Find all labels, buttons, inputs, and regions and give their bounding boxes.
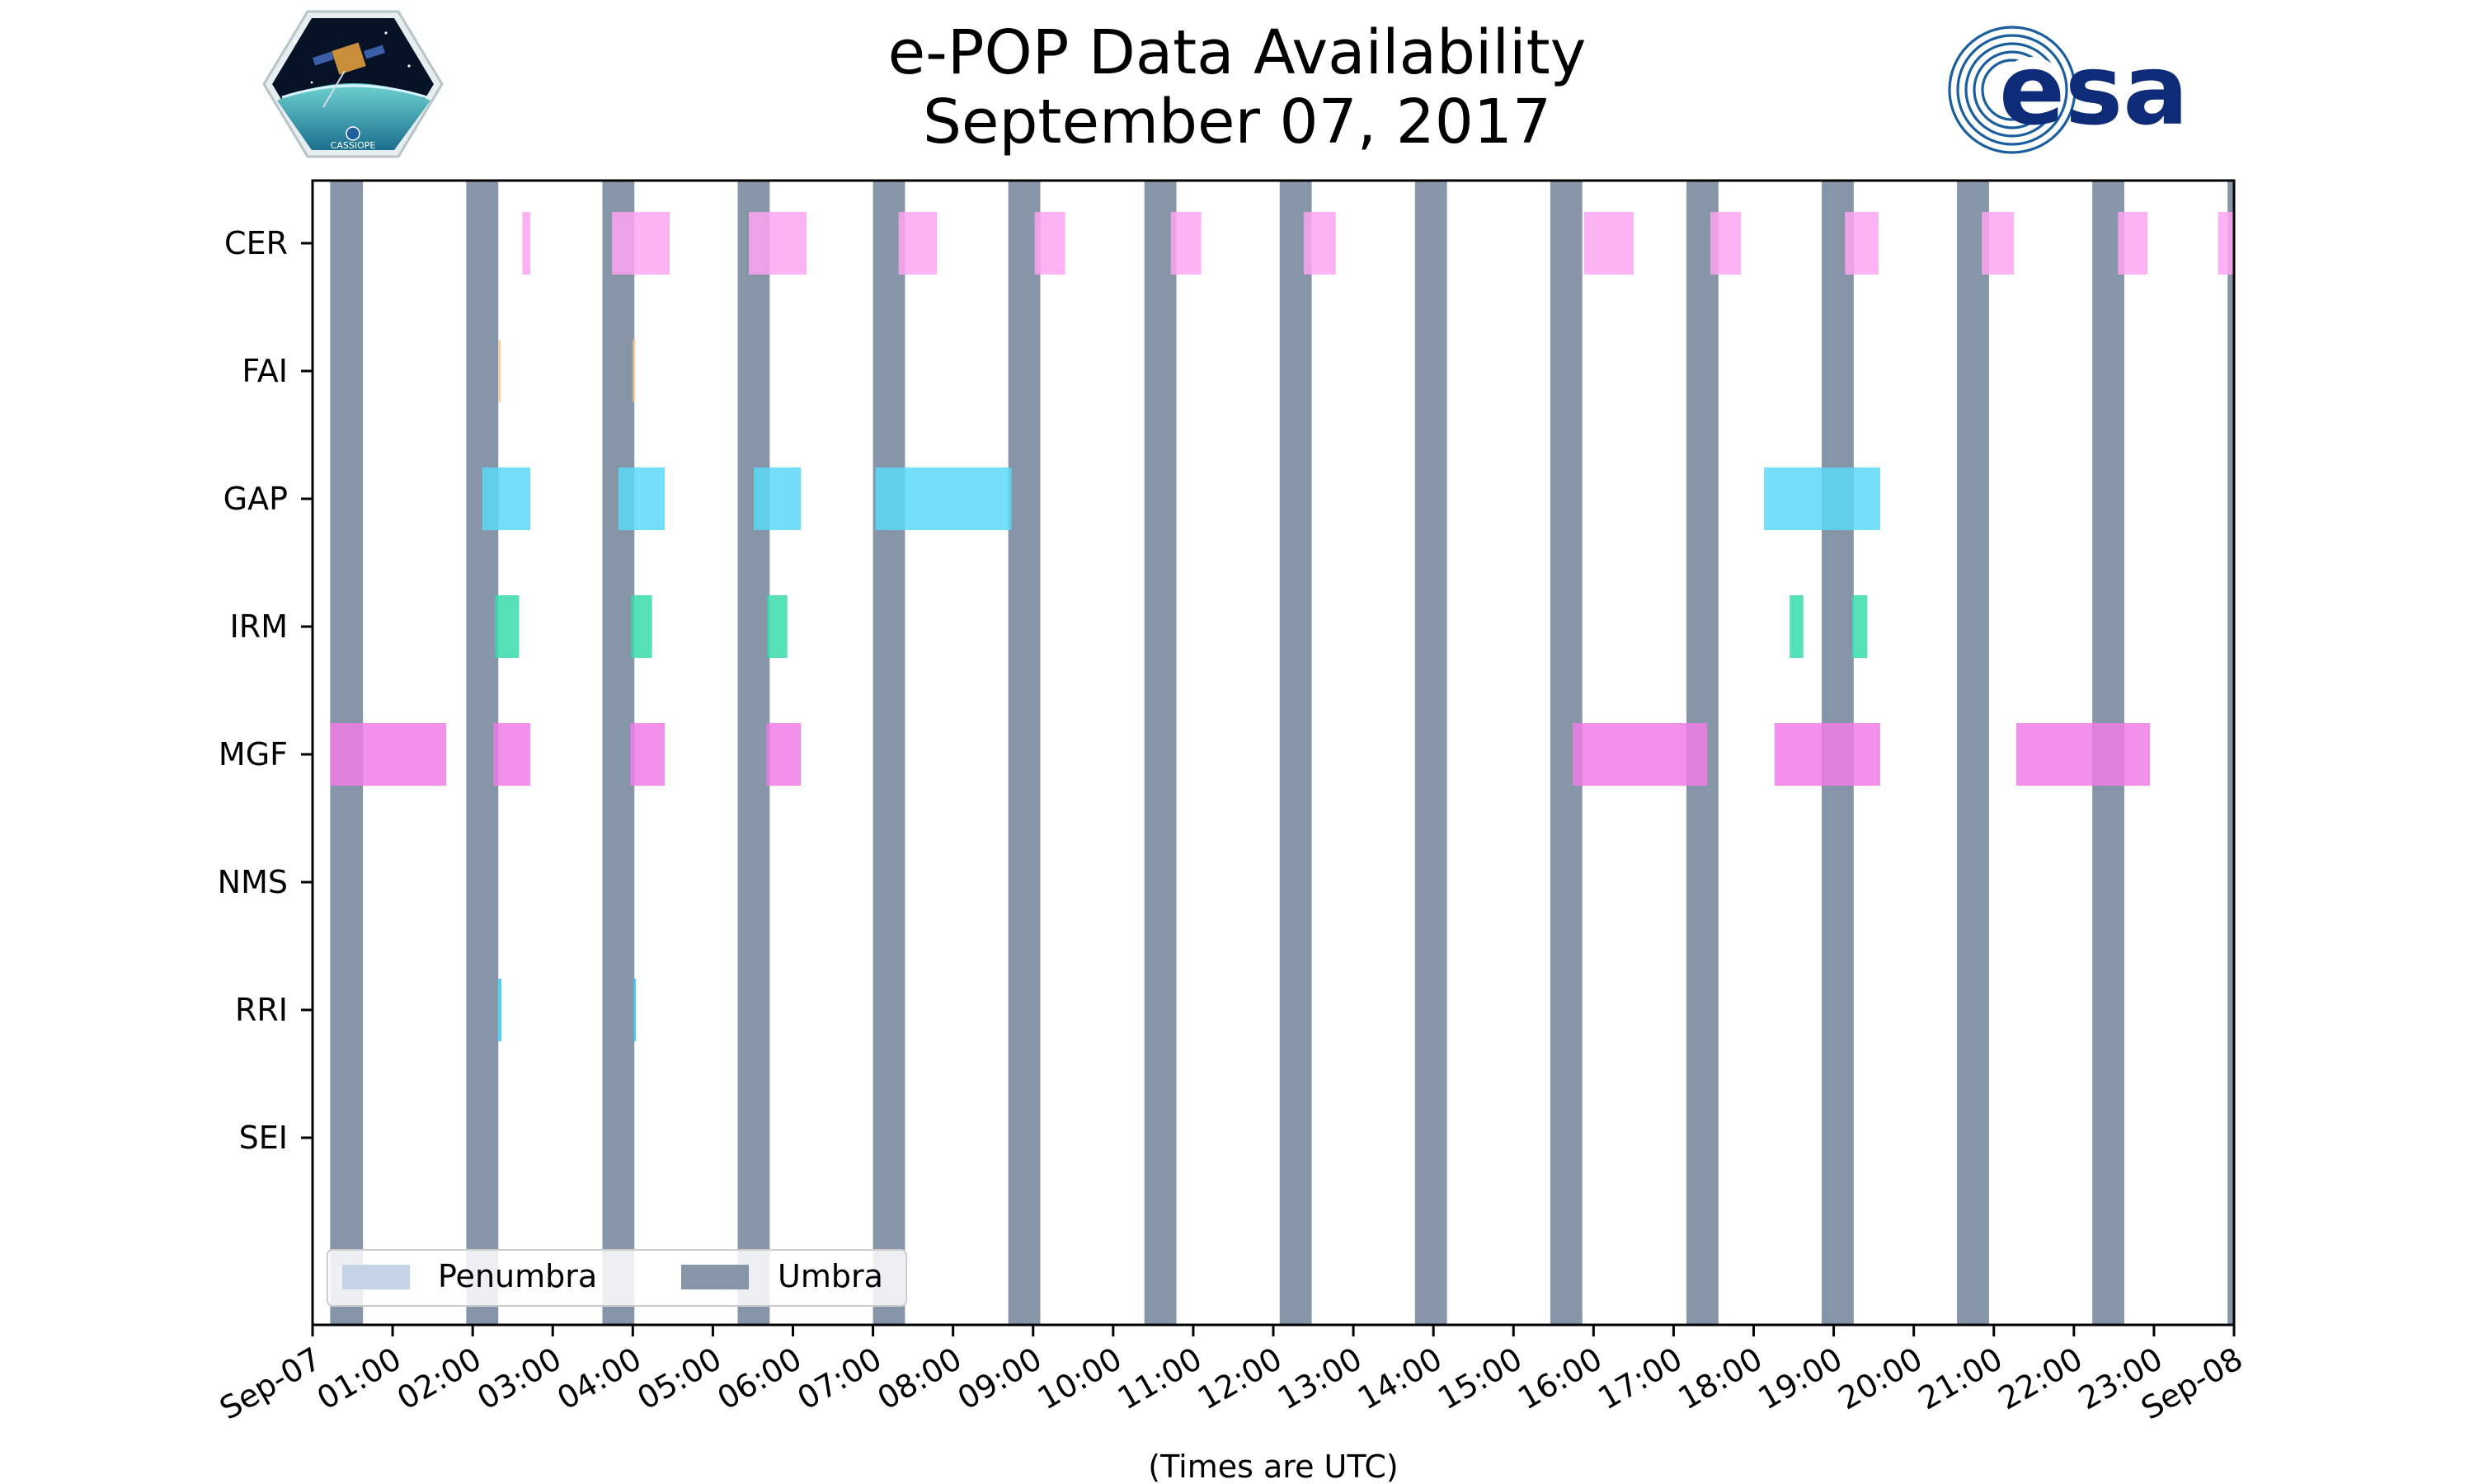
chart-title: e-POP Data Availability September 07, 20… — [0, 18, 2474, 157]
cassiope-logo-text: CASSIOPE — [331, 140, 376, 151]
umbra-band-2 — [602, 181, 635, 1325]
umbra-band-3 — [737, 181, 770, 1325]
umbra-band-12 — [1957, 181, 1989, 1325]
bar-irm-2 — [767, 595, 788, 658]
y-tick-label-sei: SEI — [239, 1120, 288, 1156]
bar-cer-9 — [1845, 212, 1879, 275]
x-tick-label-6: 06:00 — [711, 1341, 807, 1417]
umbra-band-8 — [1414, 181, 1447, 1325]
legend-swatch-umbra — [681, 1265, 749, 1289]
bar-mgf-2 — [630, 723, 666, 786]
legend-label-umbra: Umbra — [778, 1258, 883, 1294]
chart-title-line-1: e-POP Data Availability — [887, 17, 1587, 88]
umbra-band-7 — [1279, 181, 1312, 1325]
bar-cer-4 — [1034, 212, 1065, 275]
legend-swatch-penumbra — [342, 1265, 410, 1289]
bar-gap-1 — [618, 467, 666, 530]
esa-logo: esa — [1948, 26, 2189, 154]
umbra-band-14 — [2227, 181, 2234, 1325]
x-tick-label-1: 01:00 — [311, 1341, 407, 1417]
bar-cer-2 — [749, 212, 807, 275]
y-axis-ticks: CER FAI GAP IRM MGF NMS RRI SEI — [218, 225, 313, 1156]
axes — [311, 179, 2236, 1327]
bar-irm-1 — [631, 595, 652, 658]
legend: Penumbra Umbra — [327, 1249, 907, 1307]
bar-cer-5 — [1170, 212, 1202, 275]
x-tick-label-18: 18:00 — [1672, 1341, 1768, 1417]
bar-irm-3 — [1790, 595, 1804, 658]
x-axis-label: (Times are UTC) — [1148, 1449, 1398, 1484]
bar-rri-1 — [633, 979, 637, 1041]
bar-mgf-0 — [330, 723, 447, 786]
bar-gap-3 — [875, 467, 1012, 530]
legend-label-penumbra: Penumbra — [438, 1258, 597, 1294]
x-tick-label-16: 16:00 — [1512, 1341, 1608, 1417]
bar-cer-8 — [1710, 212, 1741, 275]
x-tick-label-14: 14:00 — [1352, 1341, 1448, 1417]
bar-rri-0 — [498, 979, 502, 1041]
chart-title-line-2: September 07, 2017 — [922, 87, 1552, 157]
x-tick-label-8: 08:00 — [872, 1341, 968, 1417]
legend-box — [327, 1249, 907, 1307]
bar-cer-7 — [1583, 212, 1634, 275]
y-tick-label-irm: IRM — [230, 608, 288, 645]
bar-mgf-3 — [766, 723, 802, 786]
y-tick-label-gap: GAP — [223, 481, 288, 517]
x-tick-label-9: 09:00 — [952, 1341, 1048, 1417]
bar-cer-1 — [612, 212, 670, 275]
y-tick-label-cer: CER — [224, 225, 288, 261]
x-tick-label-22: 22:00 — [1992, 1341, 2089, 1417]
bar-gap-4 — [1764, 467, 1880, 530]
cassiope-mission-logo: CASSIOPE — [262, 10, 444, 158]
bar-irm-4 — [1851, 595, 1868, 658]
y-tick-label-nms: NMS — [218, 864, 288, 900]
satellite-icon — [313, 42, 385, 108]
x-tick-label-12: 12:00 — [1192, 1341, 1288, 1417]
umbra-band-1 — [466, 181, 499, 1325]
x-axis-ticks: Sep-0701:0002:0003:0004:0005:0006:0007:0… — [214, 1325, 2249, 1427]
y-tick-label-rri: RRI — [235, 992, 288, 1028]
instrument-bars-layer — [330, 212, 2234, 1041]
bar-mgf-1 — [493, 723, 531, 786]
bar-gap-2 — [753, 467, 802, 530]
x-tick-label-5: 05:00 — [631, 1341, 727, 1417]
x-tick-label-2: 02:00 — [391, 1341, 487, 1417]
bar-cer-12 — [2218, 212, 2234, 275]
bar-cer-10 — [1982, 212, 2015, 275]
x-tick-label-11: 11:00 — [1112, 1341, 1208, 1417]
bar-mgf-4 — [1573, 723, 1708, 786]
x-tick-label-0: Sep-07 — [214, 1341, 327, 1427]
bar-mgf-5 — [1774, 723, 1880, 786]
umbra-band-5 — [1008, 181, 1041, 1325]
x-tick-label-4: 04:00 — [551, 1341, 647, 1417]
bar-irm-0 — [495, 595, 520, 658]
x-tick-label-20: 20:00 — [1832, 1341, 1929, 1417]
bar-cer-6 — [1303, 212, 1336, 275]
x-tick-label-17: 17:00 — [1592, 1341, 1688, 1417]
x-tick-label-13: 13:00 — [1272, 1341, 1368, 1417]
bar-cer-0 — [522, 212, 531, 275]
umbra-layer — [330, 181, 2234, 1325]
umbra-band-4 — [872, 181, 905, 1325]
bar-gap-0 — [482, 467, 531, 530]
x-tick-label-10: 10:00 — [1032, 1341, 1128, 1417]
bar-cer-11 — [2118, 212, 2148, 275]
bar-cer-3 — [898, 212, 938, 275]
umbra-band-6 — [1144, 181, 1177, 1325]
x-tick-label-15: 15:00 — [1432, 1341, 1528, 1417]
x-tick-label-21: 21:00 — [1912, 1341, 2009, 1417]
y-tick-label-mgf: MGF — [219, 736, 288, 773]
bar-mgf-6 — [2015, 723, 2151, 786]
x-tick-label-19: 19:00 — [1752, 1341, 1849, 1417]
y-tick-label-fai: FAI — [242, 353, 288, 389]
bar-fai-0 — [498, 340, 501, 402]
x-tick-label-3: 03:00 — [471, 1341, 567, 1417]
esa-wordmark: esa — [1999, 33, 2189, 147]
x-tick-label-7: 07:00 — [792, 1341, 888, 1417]
bar-fai-1 — [633, 340, 636, 402]
plot-frame — [311, 179, 2236, 1327]
